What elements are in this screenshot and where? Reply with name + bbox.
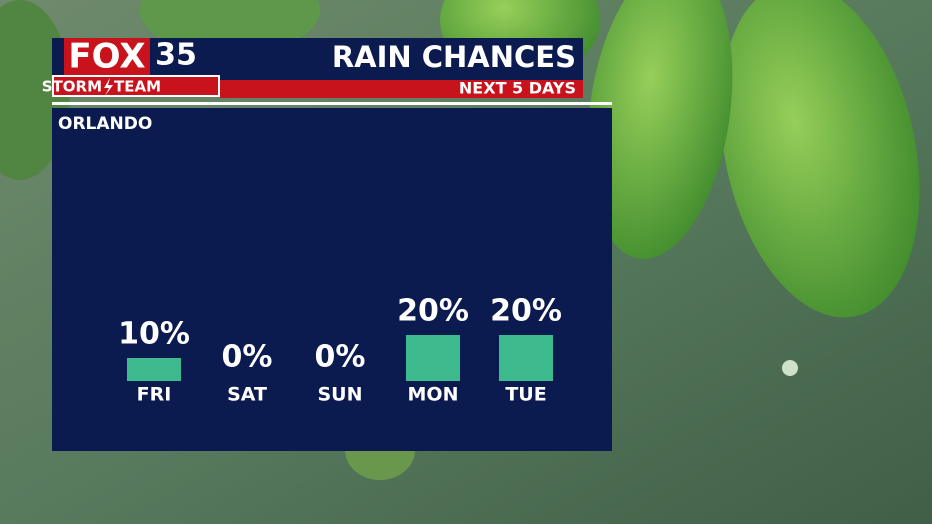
category-label: SAT [227,384,267,406]
brand-channel: 35 [155,38,197,73]
panel [52,108,612,451]
location: ORLANDO [58,114,152,134]
team-first: STORM [42,78,102,96]
bar [499,335,553,381]
value-label: 0% [222,340,273,375]
team-second: TEAM [114,78,161,96]
chart-subtitle: NEXT 5 DAYS [459,79,576,98]
bar [406,335,460,381]
logo-box [64,38,150,76]
divider [52,102,612,105]
value-label: 0% [315,340,366,375]
value-label: 20% [397,294,469,329]
bar [127,358,181,381]
category-label: TUE [505,384,546,406]
chart-title: RAIN CHANCES [332,40,576,74]
value-label: 20% [490,294,562,329]
team-box [52,75,220,97]
subtitle-bar [220,80,583,98]
category-label: SUN [317,384,362,406]
value-label: 10% [118,317,190,352]
bolt-icon [104,78,113,96]
category-label: FRI [137,384,172,406]
category-label: MON [408,384,459,406]
brand-name: FOX [68,37,145,77]
